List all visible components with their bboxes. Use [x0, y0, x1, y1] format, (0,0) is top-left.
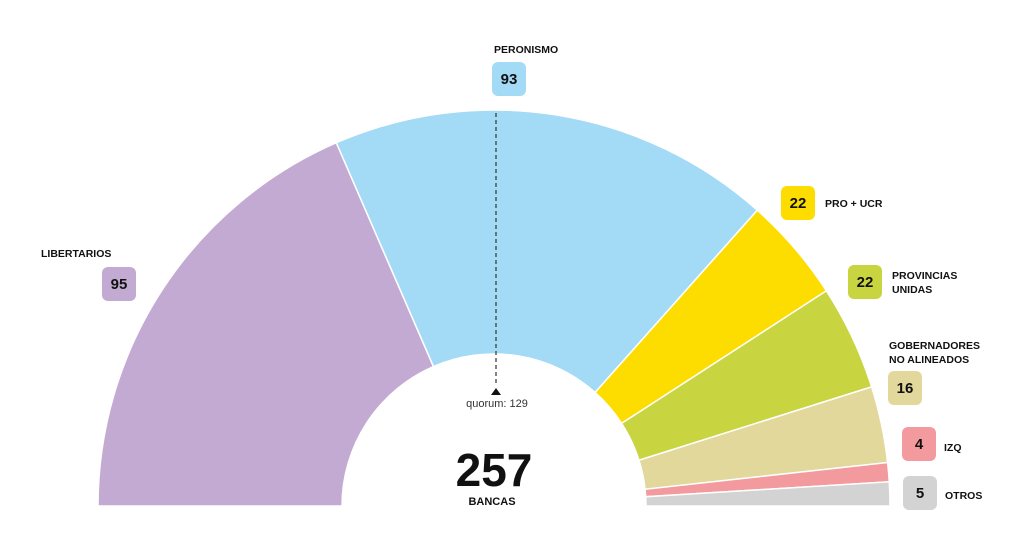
label-otros: OTROS [945, 490, 983, 502]
slice-peronismo [335, 109, 759, 394]
quorum-label: quorum: 129 [466, 398, 528, 410]
label-izq: IZQ [944, 442, 962, 454]
slice-otros [644, 481, 891, 507]
chart-slices [97, 109, 891, 507]
badge-otros: 5 [903, 476, 937, 510]
label-peronismo: PERONISMO [494, 44, 559, 56]
badge-libertarios: 95 [102, 267, 136, 301]
badge-peronismo: 93 [492, 62, 526, 96]
label-provincias-line1: PROVINCIAS [892, 270, 958, 282]
label-pro-ucr: PRO + UCR [825, 198, 883, 210]
total-seats-unit: BANCAS [468, 496, 516, 508]
label-gobernadores: GOBERNADORES NO ALINEADOS [889, 339, 980, 367]
badge-izq: 4 [902, 427, 936, 461]
label-libertarios: LIBERTARIOS [41, 248, 112, 260]
label-gobernadores-line2: NO ALINEADOS [889, 354, 970, 366]
badge-pro-ucr: 22 [781, 186, 815, 220]
badge-provincias-unidas: 22 [848, 265, 882, 299]
label-gobernadores-line1: GOBERNADORES [889, 340, 981, 352]
quorum-marker-icon [491, 388, 501, 395]
total-seats: 257 [455, 444, 533, 496]
label-provincias-unidas: PROVINCIAS UNIDAS [892, 269, 957, 297]
label-provincias-line2: UNIDAS [892, 284, 933, 296]
badge-gobernadores: 16 [888, 371, 922, 405]
slice-libertarios [97, 141, 435, 507]
